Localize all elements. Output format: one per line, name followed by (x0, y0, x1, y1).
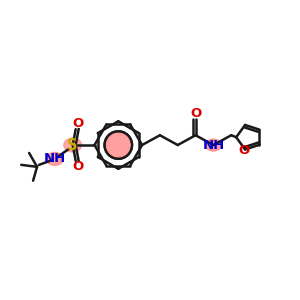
Ellipse shape (64, 138, 82, 152)
Text: NH: NH (44, 152, 66, 165)
Text: O: O (190, 107, 201, 120)
Ellipse shape (206, 139, 221, 151)
Text: NH: NH (202, 139, 224, 152)
Ellipse shape (46, 152, 63, 165)
Text: S: S (68, 137, 78, 152)
Circle shape (106, 133, 131, 158)
Text: O: O (72, 117, 83, 130)
Text: O: O (72, 160, 83, 173)
Text: O: O (238, 144, 250, 157)
Circle shape (106, 133, 131, 158)
